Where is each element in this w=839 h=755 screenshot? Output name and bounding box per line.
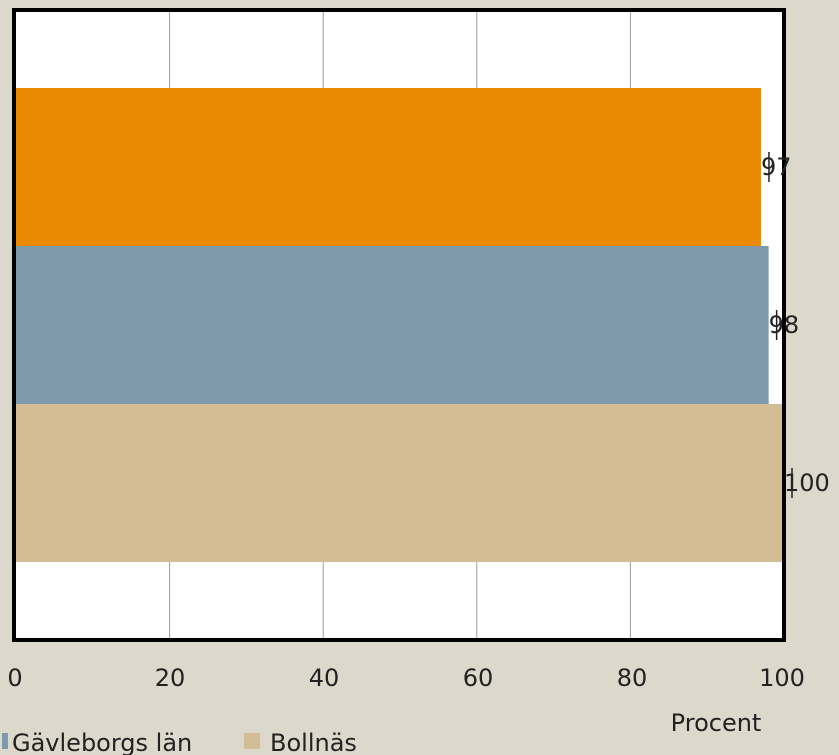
x-tick-label: 80 (617, 664, 648, 692)
legend-swatch (2, 733, 8, 749)
legend-label: Gävleborgs län (12, 729, 192, 755)
legend-label: Bollnäs (270, 729, 357, 755)
x-tick-label: 40 (309, 664, 340, 692)
bars (16, 88, 784, 562)
bar (16, 246, 769, 404)
data-label: 98 (769, 311, 800, 339)
legend: Gävleborgs län Bollnäs (2, 729, 357, 755)
x-axis-title: Procent (671, 709, 762, 737)
x-tick-label: 20 (155, 664, 186, 692)
x-tick-label: 0 (7, 664, 22, 692)
x-tick-labels: 0 20 40 60 80 100 (7, 664, 805, 692)
data-label: 100 (784, 469, 830, 497)
bar (16, 404, 784, 562)
bar (16, 88, 761, 246)
data-label: 97 (761, 153, 792, 181)
x-tick-label: 100 (759, 664, 805, 692)
data-labels: 97 98 100 (761, 152, 830, 498)
x-tick-label: 60 (463, 664, 494, 692)
legend-swatch (244, 733, 260, 749)
plot-frame (12, 8, 786, 642)
